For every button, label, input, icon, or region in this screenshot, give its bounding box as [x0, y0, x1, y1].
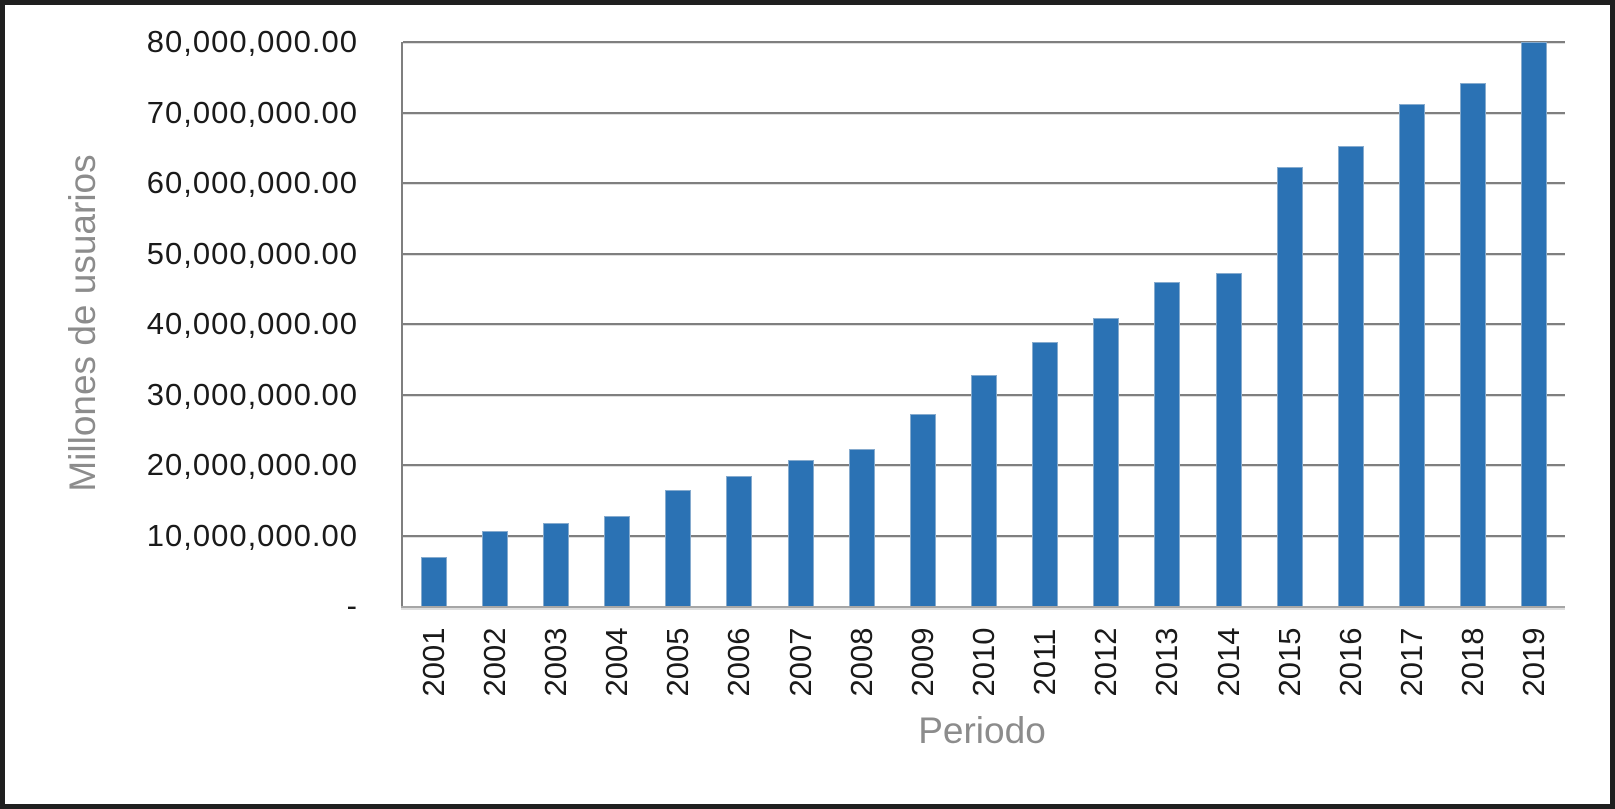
x-tick-label: 2016	[1332, 627, 1368, 697]
bar-2002	[481, 531, 508, 607]
bar-2019	[1521, 42, 1548, 607]
bar-2017	[1399, 104, 1426, 607]
x-tick-label: 2013	[1149, 627, 1185, 697]
bar-2007	[787, 460, 814, 607]
x-axis-line	[401, 606, 1565, 608]
x-tick-label: 2012	[1088, 627, 1124, 697]
x-axis-title: Periodo	[918, 710, 1046, 751]
x-tick-label: 2019	[1516, 627, 1552, 697]
x-tick-label: 2003	[537, 627, 573, 697]
bar-2008	[848, 449, 875, 607]
bar-2018	[1460, 82, 1487, 607]
bar-2005	[665, 490, 692, 607]
gridline	[403, 111, 1565, 114]
bar-2004	[604, 516, 631, 607]
x-tick-label: 2002	[476, 627, 512, 697]
gridline	[403, 182, 1565, 184]
bar-2014	[1215, 272, 1242, 607]
x-tick-label: 2007	[782, 627, 818, 697]
bar-2009	[909, 413, 936, 607]
x-tick-label: 2005	[660, 627, 696, 697]
y-tick-label: 80,000,000.00	[146, 24, 358, 59]
x-tick-label: 2014	[1210, 627, 1246, 697]
bar-2015	[1276, 166, 1303, 607]
x-tick-label: 2017	[1394, 627, 1430, 697]
y-tick-label: 70,000,000.00	[146, 94, 358, 130]
bar-2012	[1093, 317, 1120, 607]
y-tick-label: 30,000,000.00	[146, 376, 358, 412]
bar-2016	[1337, 145, 1364, 607]
x-tick-label: 2009	[904, 627, 940, 697]
bar-2011	[1032, 341, 1059, 607]
gridline	[403, 41, 1565, 43]
y-axis-line	[401, 42, 403, 608]
gridline	[403, 252, 1565, 255]
y-tick-label: 60,000,000.00	[146, 165, 358, 200]
x-tick-label: 2006	[721, 627, 757, 697]
x-tick-label: 2008	[843, 627, 879, 697]
y-tick-label: -	[346, 588, 358, 623]
y-tick-label: 10,000,000.00	[146, 517, 358, 553]
x-tick-label: 2010	[966, 627, 1001, 697]
y-tick-label: 50,000,000.00	[146, 235, 358, 271]
x-tick-label: 2011	[1027, 628, 1063, 696]
y-tick-label: 20,000,000.00	[146, 447, 358, 482]
x-tick-label: 2001	[415, 627, 451, 697]
x-tick-label: 2015	[1271, 627, 1307, 697]
bar-2006	[726, 476, 753, 607]
bar-2003	[542, 522, 569, 607]
y-tick-label: 40,000,000.00	[146, 306, 358, 341]
bar-2001	[420, 556, 447, 607]
x-tick-label: 2018	[1455, 627, 1491, 697]
bar-2013	[1154, 281, 1181, 607]
bar-2010	[971, 375, 997, 607]
gridline	[403, 323, 1565, 325]
x-tick-label: 2004	[599, 627, 635, 697]
